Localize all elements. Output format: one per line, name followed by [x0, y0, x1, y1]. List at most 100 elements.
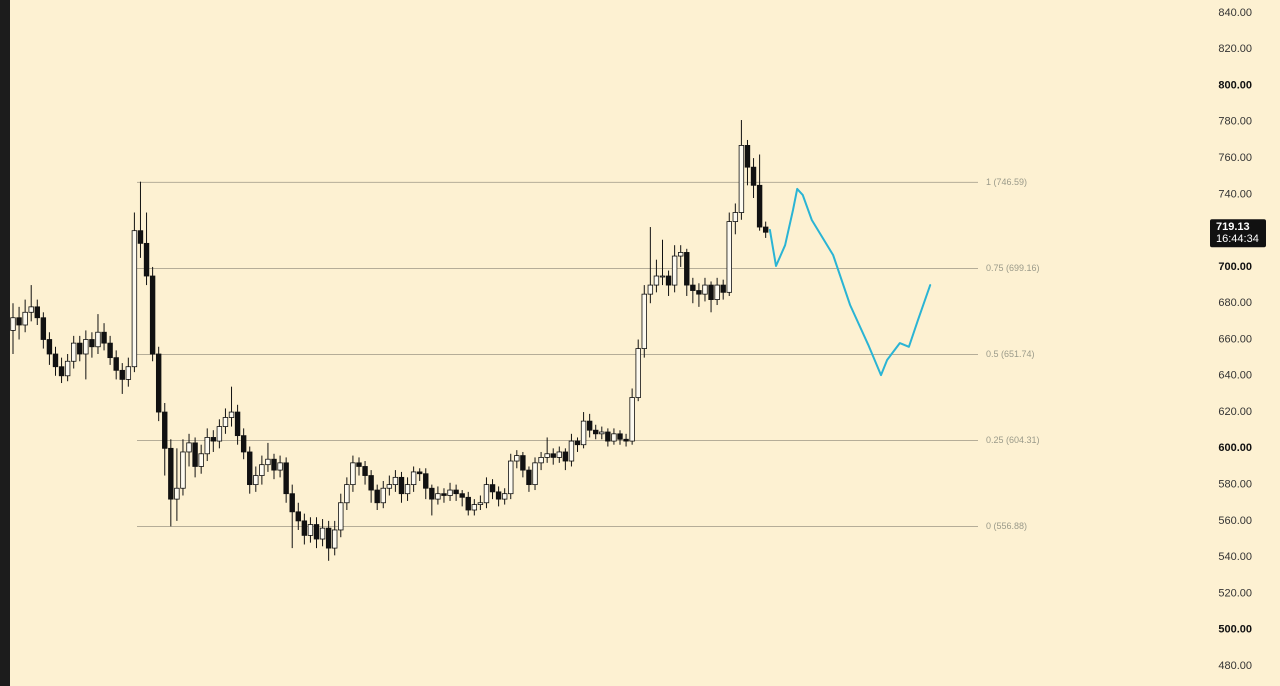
- candle-body: [726, 221, 732, 293]
- candle-body: [107, 342, 113, 359]
- candle-body: [508, 460, 514, 495]
- candle-body: [653, 275, 660, 286]
- candle-body: [22, 311, 28, 326]
- candle-body: [265, 458, 271, 466]
- candle-body: [374, 489, 380, 504]
- candle-body: [526, 469, 532, 486]
- candle-body: [453, 489, 459, 495]
- candle-body: [696, 290, 702, 295]
- candle-body: [520, 455, 526, 471]
- y-tick-label: 820.00: [1218, 43, 1252, 55]
- candle-body: [380, 487, 386, 504]
- candle-body: [514, 455, 520, 462]
- candle-body: [113, 357, 119, 371]
- candle-body: [580, 420, 587, 446]
- candle-body: [40, 317, 47, 340]
- candle-body: [562, 451, 569, 462]
- candle-body: [277, 462, 283, 471]
- candle-body: [338, 502, 344, 531]
- projection-line: [768, 187, 932, 377]
- candle-body: [732, 212, 739, 222]
- candle-body: [83, 339, 89, 355]
- y-tick-label: 640.00: [1218, 370, 1252, 382]
- candle-body: [684, 252, 690, 286]
- right-edge: [1268, 0, 1280, 686]
- candle-body: [483, 484, 490, 504]
- left-border: [0, 0, 10, 686]
- candle-body: [131, 230, 138, 368]
- candle-body: [271, 458, 277, 471]
- candle-body: [46, 339, 53, 355]
- candle-body: [623, 438, 629, 442]
- candle-body: [429, 487, 435, 500]
- y-tick-label: 540.00: [1218, 551, 1252, 563]
- candle-body: [416, 471, 423, 475]
- y-tick-label: 520.00: [1218, 587, 1252, 599]
- candle-body: [204, 437, 210, 455]
- candle-body: [678, 252, 684, 257]
- candle-body: [253, 475, 259, 486]
- y-tick-label: 580.00: [1218, 479, 1252, 491]
- candle-body: [168, 447, 174, 500]
- candle-body: [362, 466, 368, 476]
- candle-body: [289, 493, 295, 513]
- candle-body: [64, 360, 71, 377]
- candle-body: [34, 306, 40, 319]
- candle-body: [550, 453, 556, 458]
- price-label: 719.13: [1216, 221, 1250, 233]
- candle-body: [119, 369, 125, 380]
- candle-body: [143, 242, 150, 277]
- y-tick-label: 740.00: [1218, 188, 1252, 200]
- candle-body: [605, 431, 611, 442]
- fib-label: 0 (556.88): [986, 521, 1027, 531]
- candle-body: [247, 451, 253, 486]
- candle-body: [495, 491, 502, 500]
- candle-body: [368, 475, 374, 491]
- y-tick-label: 600.00: [1218, 442, 1252, 454]
- y-tick-label: 660.00: [1218, 333, 1252, 345]
- candle-body: [301, 520, 308, 536]
- countdown-label: 16:44:34: [1216, 233, 1259, 245]
- fib-label: 0.75 (699.16): [986, 263, 1040, 273]
- fib-label: 0.5 (651.74): [986, 349, 1035, 359]
- candle-body: [95, 331, 101, 348]
- candle-body: [471, 504, 478, 511]
- candle-body: [210, 437, 217, 442]
- candle-body: [350, 462, 356, 486]
- candle-body: [101, 331, 107, 344]
- candle-body: [307, 524, 314, 536]
- candle-body: [283, 462, 289, 495]
- candle-body: [52, 353, 59, 368]
- candle-body: [186, 442, 192, 453]
- candle-body: [762, 226, 769, 233]
- candle-body: [313, 524, 320, 540]
- candle-body: [574, 440, 581, 446]
- candle-body: [720, 284, 726, 293]
- y-tick-label: 620.00: [1218, 406, 1252, 418]
- candle-body: [319, 527, 326, 540]
- candle-body: [222, 417, 229, 427]
- candle-body: [441, 493, 447, 496]
- price-label-box: [1210, 219, 1266, 248]
- candle-body: [332, 529, 338, 549]
- candle-body: [77, 342, 83, 355]
- y-tick-label: 500.00: [1218, 624, 1252, 636]
- candle-body: [617, 433, 623, 440]
- candle-body: [477, 502, 484, 505]
- candle-body: [240, 435, 247, 453]
- candle-body: [708, 284, 714, 300]
- candle-body: [71, 342, 77, 362]
- candle-body: [629, 397, 635, 442]
- candle-body: [744, 145, 751, 168]
- candle-body: [556, 451, 562, 458]
- candle-body: [410, 471, 417, 486]
- candle-body: [641, 293, 647, 349]
- candle-body: [216, 426, 223, 442]
- candle-body: [16, 317, 22, 326]
- candle-body: [756, 184, 763, 228]
- candle-body: [58, 366, 65, 377]
- candle-body: [599, 431, 605, 435]
- candle-body: [671, 255, 678, 286]
- candle-body: [702, 284, 708, 295]
